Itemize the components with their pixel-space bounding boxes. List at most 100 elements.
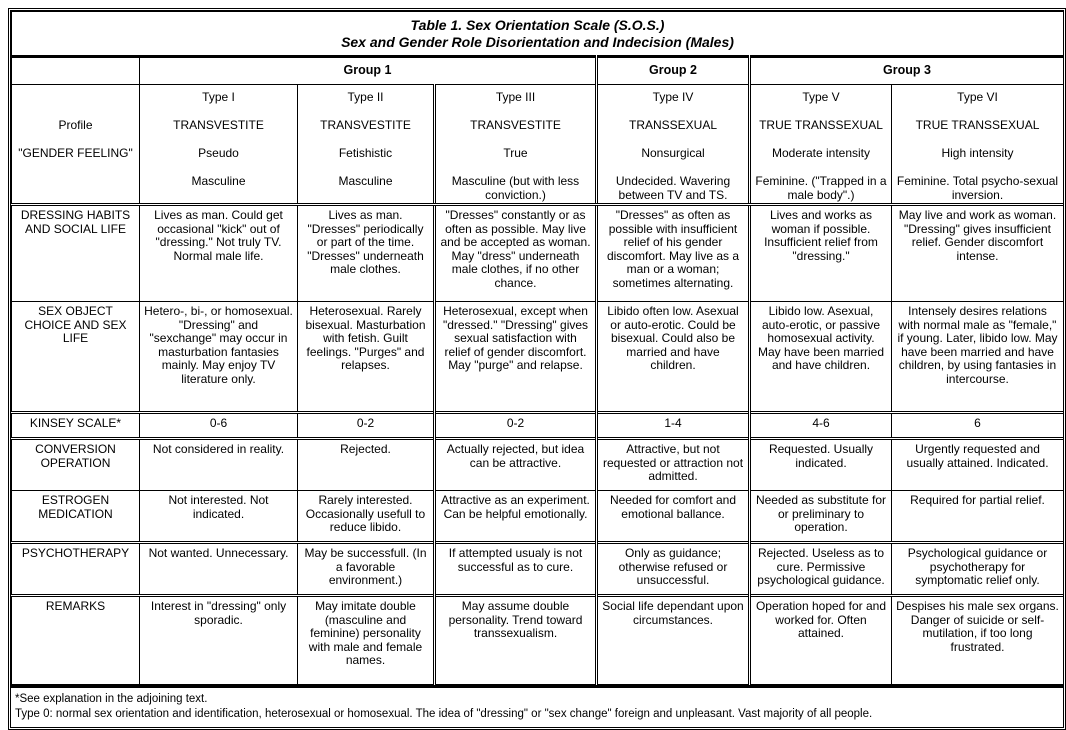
row-label: KINSEY SCALE* <box>11 412 140 439</box>
type-header-cell: Type III TRANSVESTITE True Masculine (but w… <box>433 84 597 206</box>
table-title: Table 1. Sex Orientation Scale (S.O.S.) … <box>11 11 1064 58</box>
table-cell: Not wanted. Unnecessary. <box>139 542 298 596</box>
table-cell: "Dresses" as often as possible with insu… <box>595 204 750 302</box>
table-cell: Required for partial relief. <box>891 490 1064 543</box>
table-cell: Rejected. <box>297 438 435 491</box>
group-1-header: Group 1 <box>139 56 597 85</box>
table-cell: Heterosexual, except when "dressed." "Dr… <box>433 301 597 413</box>
table-cell: 4-6 <box>748 412 892 439</box>
table-cell: Urgently requested and usually attained.… <box>891 438 1064 491</box>
type-subtype: Nonsurgical <box>641 146 705 160</box>
gender-feeling-label: "GENDER FEELING" <box>18 146 133 160</box>
table-row: PSYCHOTHERAPY Not wanted. Unnecessary. May… <box>11 542 1064 596</box>
type-gender-feeling: Feminine. Total psycho-sexual inversion. <box>896 174 1059 202</box>
type-profile: TRUE TRANSSEXUAL <box>915 118 1040 132</box>
type-name: Type V <box>802 90 840 104</box>
table-cell: Not considered in reality. <box>139 438 298 491</box>
table-row: ESTROGEN MEDICATION Not interested. Not i… <box>11 490 1064 543</box>
table-cell: If attempted usualy is not successful as… <box>433 542 597 596</box>
table-cell: Only as guidance; otherwise refused or u… <box>595 542 750 596</box>
table-cell: Requested. Usually indicated. <box>748 438 892 491</box>
type-gender-feeling: Undecided. Wavering between TV and TS. <box>615 174 731 202</box>
table-cell: May live and work as woman. "Dressing" g… <box>891 204 1064 302</box>
table-cell: Lives as man. "Dresses" periodically or … <box>297 204 435 302</box>
table-cell: Needed for comfort and emotional ballanc… <box>595 490 750 543</box>
type-subtype: Fetishistic <box>338 146 393 160</box>
row-label: CONVERSION OPERATION <box>11 438 140 491</box>
type-name: Type VI <box>957 90 998 104</box>
footnote-kinsey: *See explanation in the adjoining text. <box>15 693 208 705</box>
row-label: PSYCHOTHERAPY <box>11 542 140 596</box>
table-cell: Operation hoped for and worked for. Ofte… <box>748 595 892 685</box>
type-gender-feeling: Masculine (but with less conviction.) <box>451 174 580 202</box>
type-subtype: True <box>503 146 528 160</box>
table-cell: 0-6 <box>139 412 298 439</box>
subtitle: Sex and Gender Role Disorientation and I… <box>341 34 734 50</box>
title: Table 1. Sex Orientation Scale (S.O.S.) <box>410 17 665 33</box>
table-row: REMARKS Interest in "dressing" only spora… <box>11 595 1064 685</box>
table-cell: Actually rejected, but idea can be attra… <box>433 438 597 491</box>
type-profile: TRANSVESTITE <box>320 118 411 132</box>
table-cell: Attractive as an experiment. Can be help… <box>433 490 597 543</box>
table-row: SEX OBJECT CHOICE AND SEX LIFE Hetero-, b… <box>11 301 1064 413</box>
type-name: Type III <box>495 90 536 104</box>
table-cell: Heterosexual. Rarely bisexual. Masturbat… <box>297 301 435 413</box>
table-cell: 0-2 <box>433 412 597 439</box>
table-cell: Rarely interested. Occasionally usefull … <box>297 490 435 543</box>
type-subtype: Moderate intensity <box>771 146 871 160</box>
group-3-header: Group 3 <box>748 56 1064 85</box>
table-row: KINSEY SCALE* 0-6 0-2 0-2 1-4 4-6 6 <box>11 412 1064 439</box>
type-header-cell: Type I TRANSVESTITE Pseudo Masculine <box>139 84 298 206</box>
type-name: Type I <box>202 90 235 104</box>
table-cell: Libido often low. Asexual or auto-erotic… <box>595 301 750 413</box>
table-cell: May be successfull. (In a favorable envi… <box>297 542 435 596</box>
type-name: Type IV <box>652 90 694 104</box>
table-cell: Attractive, but not requested or attract… <box>595 438 750 491</box>
type-subtype: Pseudo <box>198 146 239 160</box>
row-label: SEX OBJECT CHOICE AND SEX LIFE <box>11 301 140 413</box>
type-gender-feeling: Masculine <box>338 174 393 188</box>
table-cell: 6 <box>891 412 1064 439</box>
type-profile: TRUE TRANSSEXUAL <box>759 118 883 132</box>
table-cell: Lives and works as woman if possible. In… <box>748 204 892 302</box>
table-cell: Despises his male sex organs. Danger of … <box>891 595 1064 685</box>
sos-table-frame: Table 1. Sex Orientation Scale (S.O.S.) … <box>8 8 1066 730</box>
type-gender-feeling: Masculine <box>191 174 246 188</box>
profile-label: Profile <box>58 118 93 132</box>
table-cell: May imitate double (masculine and femini… <box>297 595 435 685</box>
table-cell: Libido low. Asexual, auto-erotic, or pas… <box>748 301 892 413</box>
type-profile: TRANSVESTITE <box>470 118 561 132</box>
table-cell: Needed as substitute for or preliminary … <box>748 490 892 543</box>
row-label: ESTROGEN MEDICATION <box>11 490 140 543</box>
table-cell: 1-4 <box>595 412 750 439</box>
table-cell: Psychological guidance or psychotherapy … <box>891 542 1064 596</box>
group-2-header: Group 2 <box>595 56 750 85</box>
type-subtype: High intensity <box>941 146 1014 160</box>
table-cell: Not interested. Not indicated. <box>139 490 298 543</box>
table-cell: 0-2 <box>297 412 435 439</box>
table-row: CONVERSION OPERATION Not considered in re… <box>11 438 1064 491</box>
profile-label-cell: Profile "GENDER FEELING" <box>11 84 140 206</box>
row-label: REMARKS <box>11 595 140 685</box>
table-cell: Interest in "dressing" only sporadic. <box>139 595 298 685</box>
type-header-cell: Type II TRANSVESTITE Fetishistic Masculine <box>297 84 435 206</box>
table-cell: "Dresses" constantly or as often as poss… <box>433 204 597 302</box>
footnotes: *See explanation in the adjoining text. … <box>11 685 1063 727</box>
footnote-type-0: Type 0: normal sex orientation and ident… <box>15 708 873 720</box>
table-row: DRESSING HABITS AND SOCIAL LIFE Lives as … <box>11 204 1064 302</box>
type-header-cell: Type V TRUE TRANSSEXUAL Moderate intensity… <box>748 84 892 206</box>
table-cell: Rejected. Useless as to cure. Permissive… <box>748 542 892 596</box>
type-gender-feeling: Feminine. ("Trapped in a male body".) <box>755 174 887 202</box>
row-label: DRESSING HABITS AND SOCIAL LIFE <box>11 204 140 302</box>
table-cell: Intensely desires relations with normal … <box>891 301 1064 413</box>
sos-table: Table 1. Sex Orientation Scale (S.O.S.) … <box>11 11 1064 685</box>
table-cell: Lives as man. Could get occasional "kick… <box>139 204 298 302</box>
type-profile: TRANSVESTITE <box>173 118 264 132</box>
table-cell: May assume double personality. Trend tow… <box>433 595 597 685</box>
table-cell: Hetero-, bi-, or homosexual. "Dressing" … <box>139 301 298 413</box>
group-corner <box>11 56 140 85</box>
type-name: Type II <box>347 90 384 104</box>
table-cell: Social life dependant upon circumstances… <box>595 595 750 685</box>
type-profile: TRANSSEXUAL <box>628 118 718 132</box>
type-header-cell: Type VI TRUE TRANSSEXUAL High intensity Fem… <box>891 84 1064 206</box>
